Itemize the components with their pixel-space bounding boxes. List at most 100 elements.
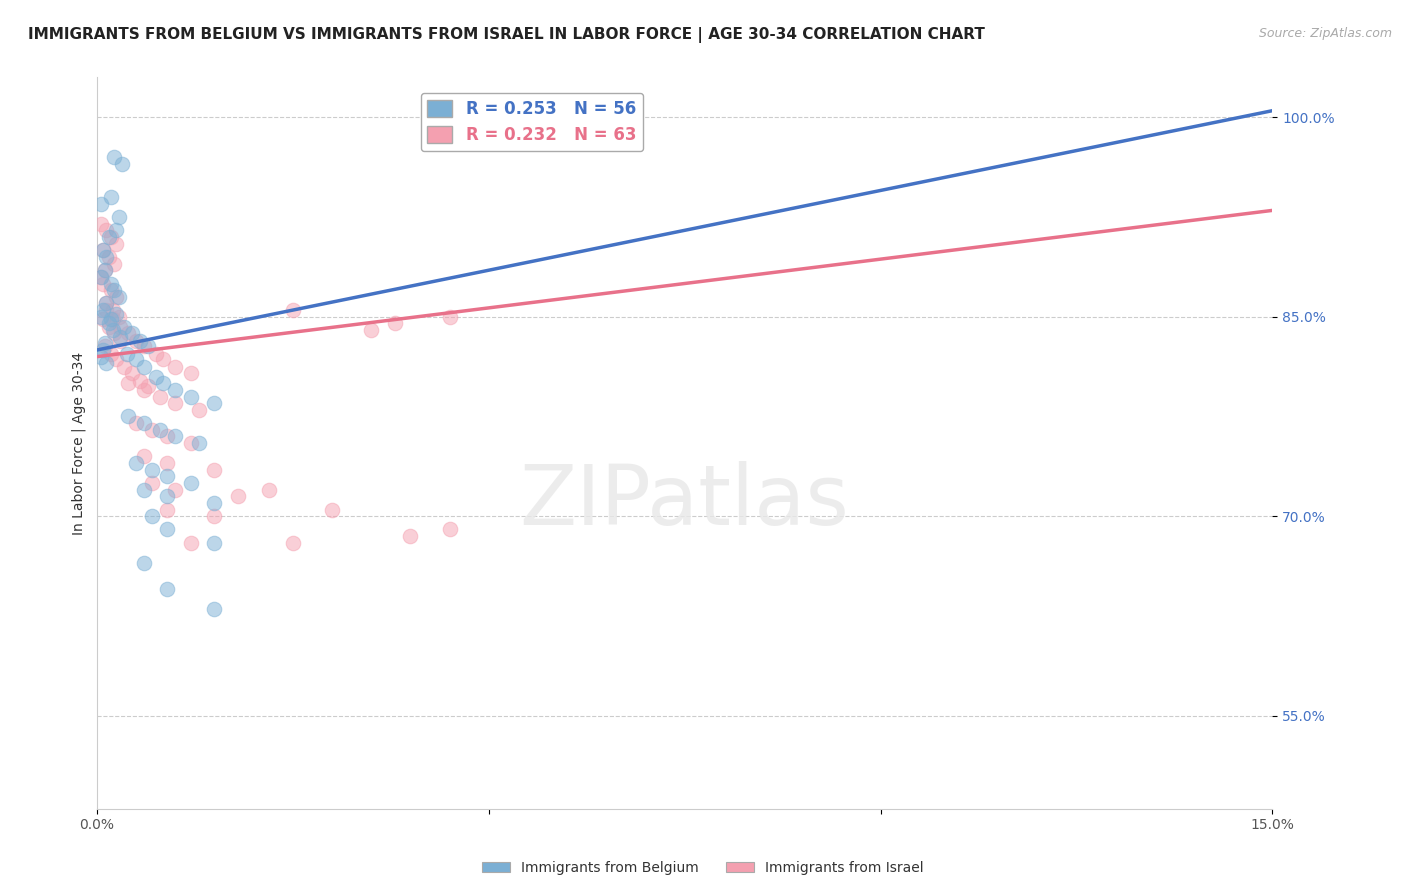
- Point: [90, 269, 112, 284]
- Point: [180, 366, 202, 380]
- Point: [180, 436, 202, 450]
- Point: [141, 423, 163, 437]
- Point: [105, 290, 128, 304]
- Point: [439, 523, 461, 537]
- Point: [105, 352, 128, 367]
- Point: [202, 396, 225, 410]
- Point: [384, 317, 406, 331]
- Point: [90, 350, 112, 364]
- Point: [187, 402, 209, 417]
- Point: [100, 230, 122, 244]
- Point: [91, 277, 114, 291]
- Point: [101, 312, 124, 326]
- Point: [100, 283, 122, 297]
- Point: [105, 307, 128, 321]
- Point: [90, 196, 112, 211]
- Point: [100, 190, 122, 204]
- Point: [125, 352, 148, 367]
- Point: [145, 347, 167, 361]
- Point: [100, 277, 122, 291]
- Point: [132, 556, 155, 570]
- Point: [117, 376, 139, 391]
- Point: [96, 296, 118, 310]
- Point: [148, 390, 170, 404]
- Point: [91, 312, 114, 326]
- Point: [93, 263, 115, 277]
- Text: Source: ZipAtlas.com: Source: ZipAtlas.com: [1258, 27, 1392, 40]
- Point: [117, 326, 139, 340]
- Point: [115, 347, 138, 361]
- Point: [152, 376, 174, 391]
- Point: [93, 336, 115, 351]
- Point: [101, 303, 124, 318]
- Point: [117, 409, 139, 424]
- Point: [125, 416, 148, 430]
- Point: [111, 157, 134, 171]
- Point: [97, 317, 120, 331]
- Y-axis label: In Labor Force | Age 30-34: In Labor Force | Age 30-34: [72, 351, 86, 534]
- Point: [96, 356, 118, 370]
- Point: [132, 360, 155, 375]
- Point: [125, 456, 148, 470]
- Point: [110, 329, 132, 343]
- Point: [156, 502, 179, 516]
- Point: [141, 475, 163, 490]
- Point: [101, 323, 124, 337]
- Point: [132, 416, 155, 430]
- Point: [145, 369, 167, 384]
- Point: [156, 582, 179, 597]
- Point: [136, 379, 159, 393]
- Point: [132, 339, 155, 353]
- Point: [125, 334, 148, 348]
- Point: [97, 250, 120, 264]
- Point: [152, 352, 174, 367]
- Point: [93, 339, 115, 353]
- Point: [202, 496, 225, 510]
- Point: [202, 463, 225, 477]
- Point: [136, 339, 159, 353]
- Point: [105, 223, 128, 237]
- Point: [96, 296, 118, 310]
- Point: [96, 303, 118, 318]
- Point: [360, 323, 382, 337]
- Point: [165, 483, 187, 497]
- Point: [96, 250, 118, 264]
- Point: [187, 436, 209, 450]
- Point: [107, 310, 129, 324]
- Point: [132, 483, 155, 497]
- Point: [110, 320, 132, 334]
- Point: [129, 334, 152, 348]
- Point: [281, 303, 304, 318]
- Point: [141, 463, 163, 477]
- Point: [165, 360, 187, 375]
- Point: [165, 383, 187, 397]
- Point: [103, 150, 125, 164]
- Point: [156, 429, 179, 443]
- Legend: R = 0.253   N = 56, R = 0.232   N = 63: R = 0.253 N = 56, R = 0.232 N = 63: [420, 93, 643, 151]
- Point: [90, 269, 112, 284]
- Point: [107, 290, 129, 304]
- Point: [105, 236, 128, 251]
- Point: [148, 423, 170, 437]
- Point: [202, 535, 225, 549]
- Point: [156, 469, 179, 483]
- Point: [399, 529, 422, 543]
- Point: [91, 303, 114, 318]
- Point: [112, 360, 135, 375]
- Point: [107, 210, 129, 224]
- Point: [112, 320, 135, 334]
- Text: ZIPatlas: ZIPatlas: [520, 461, 849, 542]
- Point: [180, 475, 202, 490]
- Point: [202, 602, 225, 616]
- Point: [165, 429, 187, 443]
- Point: [321, 502, 343, 516]
- Point: [439, 310, 461, 324]
- Point: [100, 312, 122, 326]
- Point: [90, 310, 112, 324]
- Point: [93, 263, 115, 277]
- Point: [180, 535, 202, 549]
- Point: [121, 326, 143, 340]
- Point: [180, 390, 202, 404]
- Point: [129, 374, 152, 388]
- Point: [103, 283, 125, 297]
